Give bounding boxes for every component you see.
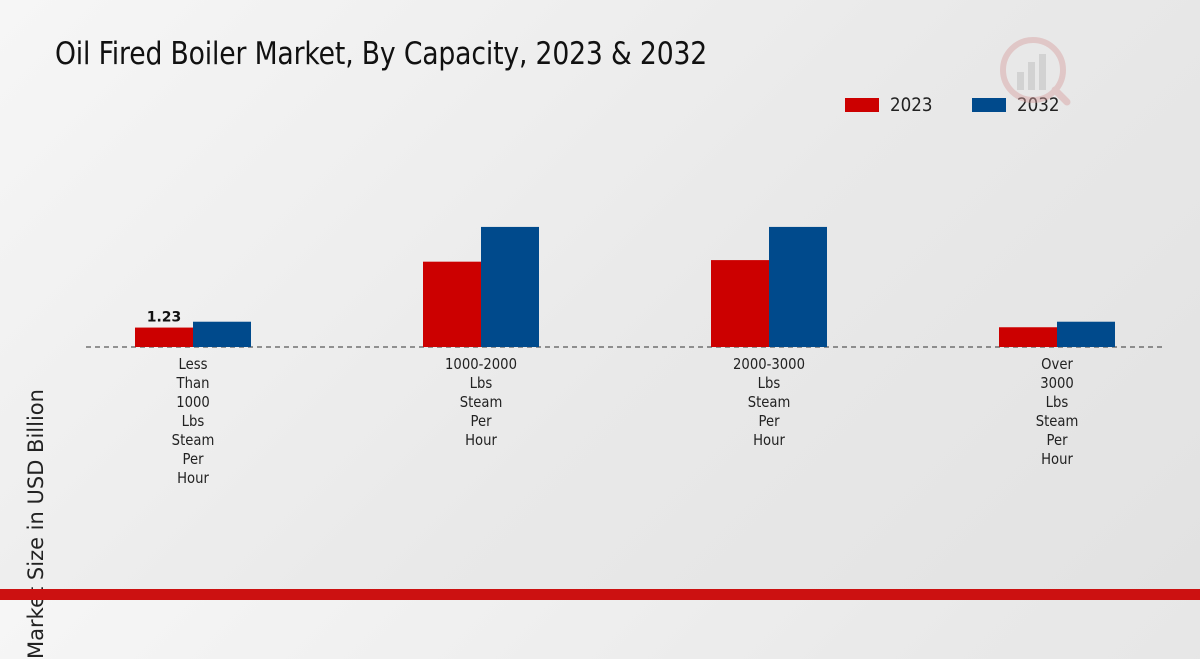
bar-2032-1 xyxy=(481,226,539,347)
footer-accent-bar xyxy=(0,589,1200,600)
legend-swatch-2032 xyxy=(972,98,1007,112)
bar-2032-0 xyxy=(193,321,251,347)
legend: 2023 2032 xyxy=(845,94,1100,116)
legend-swatch-2023 xyxy=(845,98,879,112)
bar-2023-0 xyxy=(135,327,193,347)
bar-chart: 1.23 xyxy=(86,226,1165,348)
bar-2032-3 xyxy=(1057,321,1115,347)
bar-2023-3 xyxy=(999,327,1057,347)
bar-2023-2 xyxy=(711,260,769,347)
legend-item-2032: 2032 xyxy=(972,94,1065,116)
legend-item-2023: 2023 xyxy=(845,94,938,116)
bar-2032-2 xyxy=(769,226,827,347)
category-label-2: 2000-3000 Lbs Steam Per Hour xyxy=(733,355,805,449)
legend-label-2023: 2023 xyxy=(890,94,933,116)
legend-label-2032: 2032 xyxy=(1017,94,1060,116)
data-label-0: 1.23 xyxy=(147,310,182,326)
category-label-3: Over 3000 Lbs Steam Per Hour xyxy=(1035,355,1079,468)
bar-2023-1 xyxy=(423,261,481,347)
brand-logo-icon xyxy=(1000,37,1071,106)
category-label-1: 1000-2000 Lbs Steam Per Hour xyxy=(445,355,517,449)
category-label-0: Less Than 1000 Lbs Steam Per Hour xyxy=(171,355,215,487)
chart-title: Oil Fired Boiler Market, By Capacity, 20… xyxy=(55,36,708,72)
